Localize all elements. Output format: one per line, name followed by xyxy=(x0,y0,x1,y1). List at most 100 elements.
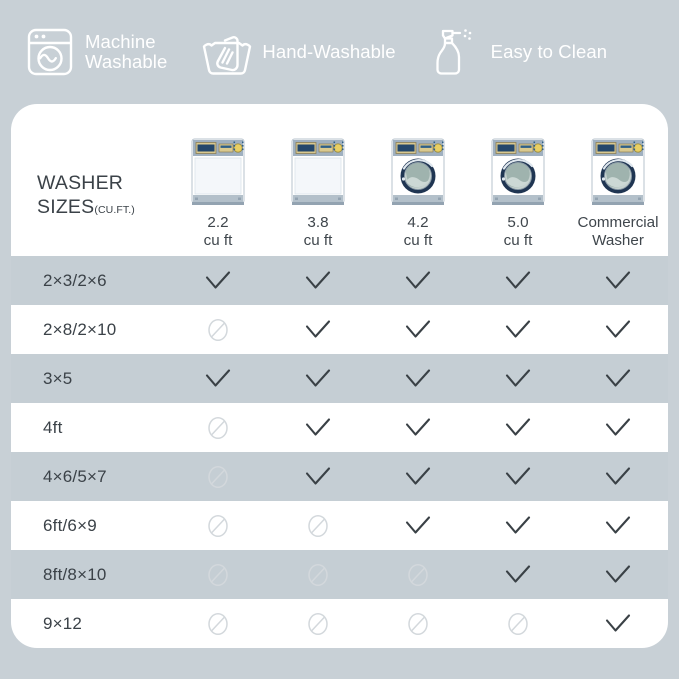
cell-r1-c0 xyxy=(168,305,268,354)
check-icon xyxy=(404,269,432,293)
cell-r5-c3 xyxy=(468,501,568,550)
cell-r5-c2 xyxy=(368,501,468,550)
cell-r6-c3 xyxy=(468,550,568,599)
cell-r3-c2 xyxy=(368,403,468,452)
row-label: 8ft/8×10 xyxy=(43,564,107,584)
row-header-unit: (CU.FT.) xyxy=(94,204,135,217)
check-icon xyxy=(304,416,332,440)
check-icon xyxy=(604,367,632,391)
check-icon xyxy=(404,465,432,489)
not-allowed-icon xyxy=(307,612,329,636)
check-icon xyxy=(604,318,632,342)
cell-r1-c4 xyxy=(568,305,668,354)
cell-r6-c2 xyxy=(368,550,468,599)
check-icon xyxy=(304,367,332,391)
cell-r7-c3 xyxy=(468,599,568,648)
column-header-1: 3.8 cu ft xyxy=(268,135,368,250)
not-allowed-icon xyxy=(207,465,229,489)
row-label: 2×8/2×10 xyxy=(43,319,117,339)
check-icon xyxy=(204,269,232,293)
check-icon xyxy=(404,318,432,342)
check-icon xyxy=(504,318,532,342)
not-allowed-icon xyxy=(407,612,429,636)
column-header-4: Commercial Washer xyxy=(568,135,668,250)
row-label: 2×3/2×6 xyxy=(43,270,107,290)
cell-r1-c3 xyxy=(468,305,568,354)
cell-r3-c3 xyxy=(468,403,568,452)
table-row: 2×3/2×6 xyxy=(11,256,668,305)
column-header-label-3: 5.0 cu ft xyxy=(503,214,533,250)
check-icon xyxy=(404,367,432,391)
table-row: 4ft xyxy=(11,403,668,452)
column-header-label-4: Commercial Washer xyxy=(577,214,659,250)
cell-r4-c0 xyxy=(168,452,268,501)
compatibility-table-body: 2×3/2×6 2×8/2×10 3×5 4ft 4×6/5×7 6ft/6×9 8ft/8… xyxy=(11,256,668,648)
cell-r2-c1 xyxy=(268,354,368,403)
cell-r0-c2 xyxy=(368,256,468,305)
row-header-title-cell: WASHER SIZES(CU.FT.) xyxy=(11,172,168,250)
cell-r7-c1 xyxy=(268,599,368,648)
cell-r4-c4 xyxy=(568,452,668,501)
cell-r3-c4 xyxy=(568,403,668,452)
check-icon xyxy=(604,612,632,636)
cell-r2-c0 xyxy=(168,354,268,403)
check-icon xyxy=(604,563,632,587)
cell-r5-c4 xyxy=(568,501,668,550)
not-allowed-icon xyxy=(207,514,229,538)
row-label: 6ft/6×9 xyxy=(43,515,97,535)
not-allowed-icon xyxy=(207,612,229,636)
not-allowed-icon xyxy=(407,563,429,587)
cell-r0-c0 xyxy=(168,256,268,305)
page-title: WASHER SIZES(CU.FT.) xyxy=(37,172,168,220)
check-icon xyxy=(504,465,532,489)
check-icon xyxy=(504,514,532,538)
front-loader-washer-icon xyxy=(384,135,452,209)
cell-r0-c1 xyxy=(268,256,368,305)
not-allowed-icon xyxy=(207,563,229,587)
cell-r7-c2 xyxy=(368,599,468,648)
table-row: 8ft/8×10 xyxy=(11,550,668,599)
cell-r7-c4 xyxy=(568,599,668,648)
not-allowed-icon xyxy=(507,612,529,636)
check-icon xyxy=(504,416,532,440)
check-icon xyxy=(504,563,532,587)
column-header-3: 5.0 cu ft xyxy=(468,135,568,250)
check-icon xyxy=(604,514,632,538)
check-icon xyxy=(304,269,332,293)
cell-r4-c3 xyxy=(468,452,568,501)
check-icon xyxy=(304,465,332,489)
row-label: 9×12 xyxy=(43,613,83,633)
cell-r1-c1 xyxy=(268,305,368,354)
table-row: 4×6/5×7 xyxy=(11,452,668,501)
cell-r7-c0 xyxy=(168,599,268,648)
feature-badge-bar: Machine Washable Hand-Washable xyxy=(0,0,679,104)
cell-r2-c3 xyxy=(468,354,568,403)
front-loader-washer-icon xyxy=(484,135,552,209)
cell-r5-c1 xyxy=(268,501,368,550)
check-icon xyxy=(304,318,332,342)
column-header-label-1: 3.8 cu ft xyxy=(303,214,333,250)
check-icon xyxy=(204,367,232,391)
spray-bottle-icon xyxy=(430,25,482,79)
badge-label-hand-washable: Hand-Washable xyxy=(262,41,396,63)
badge-label-machine-washable: Machine Washable xyxy=(85,31,168,72)
table-row: 6ft/6×9 xyxy=(11,501,668,550)
table-row: 2×8/2×10 xyxy=(11,305,668,354)
check-icon xyxy=(604,416,632,440)
table-column-header: WASHER SIZES(CU.FT.) xyxy=(11,104,668,256)
column-header-2: 4.2 cu ft xyxy=(368,135,468,250)
badge-hand-washable: Hand-Washable xyxy=(201,25,396,79)
cell-r5-c0 xyxy=(168,501,268,550)
cell-r6-c4 xyxy=(568,550,668,599)
column-header-label-2: 4.2 cu ft xyxy=(403,214,433,250)
cell-r0-c4 xyxy=(568,256,668,305)
badge-machine-washable: Machine Washable xyxy=(24,25,167,79)
not-allowed-icon xyxy=(207,416,229,440)
row-header-title: WASHER SIZES xyxy=(37,172,124,219)
cell-r1-c2 xyxy=(368,305,468,354)
top-loader-washer-icon xyxy=(184,135,252,209)
cell-r0-c3 xyxy=(468,256,568,305)
check-icon xyxy=(604,465,632,489)
table-row: 9×12 xyxy=(11,599,668,648)
washer-size-compatibility-card: WASHER SIZES(CU.FT.) xyxy=(11,104,668,648)
